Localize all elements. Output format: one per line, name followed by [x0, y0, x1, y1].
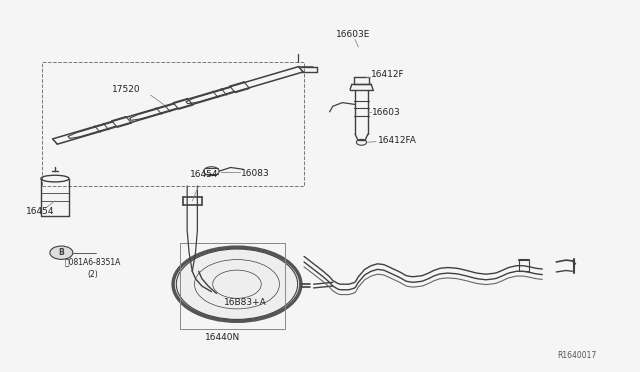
Text: R1640017: R1640017 [557, 351, 597, 360]
Text: 16412FA: 16412FA [378, 136, 417, 145]
Text: (2): (2) [87, 270, 98, 279]
Text: 16454: 16454 [189, 170, 218, 179]
Bar [179, 243, 285, 329]
Text: 16B83+A: 16B83+A [224, 298, 267, 307]
Text: Ⓐ081A6-8351A: Ⓐ081A6-8351A [65, 257, 121, 266]
Text: 16603: 16603 [372, 108, 401, 117]
Circle shape [50, 246, 73, 259]
Text: 16412F: 16412F [371, 70, 404, 79]
Text: 16603E: 16603E [336, 29, 371, 39]
Text: B: B [58, 248, 64, 257]
Text: 17520: 17520 [113, 85, 141, 94]
Text: 16454: 16454 [26, 207, 55, 216]
Text: 16083: 16083 [241, 169, 270, 177]
Text: 16440N: 16440N [205, 333, 240, 343]
Circle shape [176, 249, 298, 320]
Bar [42, 62, 304, 186]
